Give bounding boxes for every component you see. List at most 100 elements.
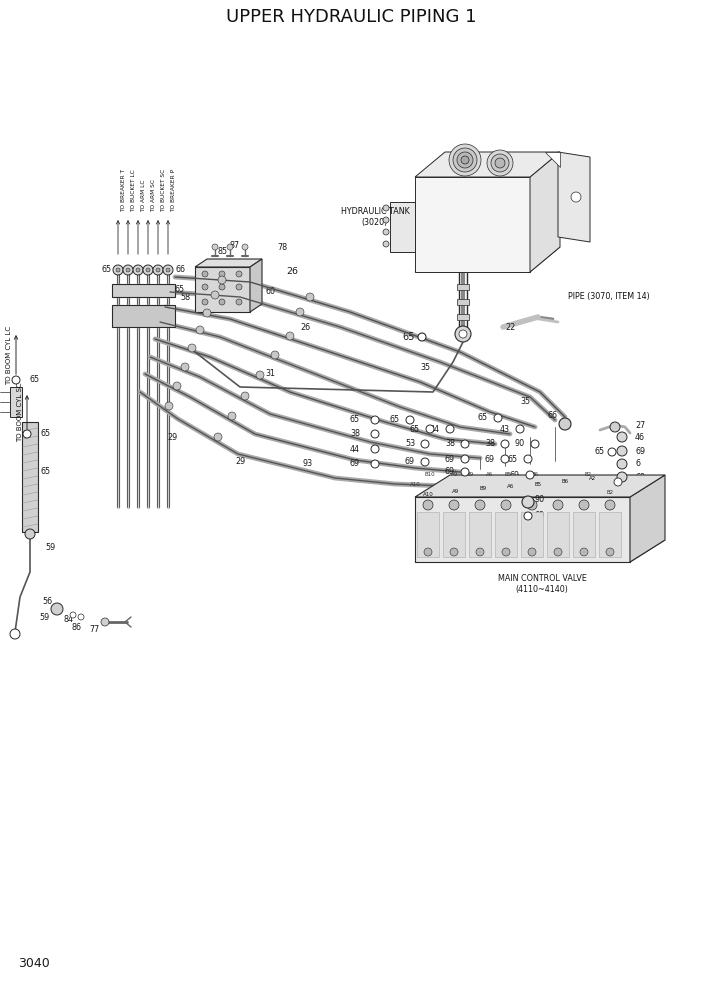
Text: 38: 38 <box>350 430 360 438</box>
Circle shape <box>78 614 84 620</box>
Text: TO BOOM CYL SC: TO BOOM CYL SC <box>17 382 23 441</box>
Circle shape <box>70 612 76 618</box>
Circle shape <box>527 500 537 510</box>
Text: 77: 77 <box>90 625 100 634</box>
Text: PIPE (3070, ITEM 14): PIPE (3070, ITEM 14) <box>568 293 650 302</box>
Text: TO ARM LC: TO ARM LC <box>141 180 146 212</box>
Circle shape <box>421 458 429 466</box>
Circle shape <box>25 529 35 539</box>
Polygon shape <box>415 540 665 562</box>
Circle shape <box>461 440 469 448</box>
Text: 69: 69 <box>510 470 520 479</box>
Text: 53: 53 <box>405 439 415 448</box>
Circle shape <box>610 422 620 432</box>
Text: TO BUCKET LC: TO BUCKET LC <box>131 170 136 212</box>
Text: 65: 65 <box>595 447 605 456</box>
Circle shape <box>228 412 236 420</box>
Text: 38: 38 <box>445 439 455 448</box>
Text: 78: 78 <box>277 242 287 252</box>
Circle shape <box>494 414 502 422</box>
Text: A10: A10 <box>410 481 420 486</box>
Text: A9: A9 <box>451 471 458 476</box>
Text: 69: 69 <box>485 454 495 463</box>
Bar <box>457 314 469 320</box>
Circle shape <box>202 284 208 290</box>
Text: 69: 69 <box>635 472 645 481</box>
Text: 93: 93 <box>303 459 313 468</box>
Circle shape <box>617 432 627 442</box>
Circle shape <box>165 402 173 410</box>
Polygon shape <box>195 259 262 267</box>
Text: 69: 69 <box>535 511 545 520</box>
Text: 65: 65 <box>410 425 420 434</box>
Text: UPPER HYDRAULIC PIPING 1: UPPER HYDRAULIC PIPING 1 <box>226 8 476 26</box>
Circle shape <box>143 265 153 275</box>
Bar <box>112 305 175 327</box>
Circle shape <box>116 268 120 272</box>
Circle shape <box>446 425 454 433</box>
Circle shape <box>579 500 589 510</box>
Text: 58: 58 <box>180 293 190 302</box>
Text: 66: 66 <box>548 412 558 421</box>
Text: 66: 66 <box>175 266 185 275</box>
Circle shape <box>476 548 484 556</box>
Text: 43: 43 <box>500 425 510 434</box>
Circle shape <box>383 205 389 211</box>
Text: A10: A10 <box>423 491 433 497</box>
Circle shape <box>271 351 279 359</box>
Circle shape <box>554 548 562 556</box>
Text: 31: 31 <box>265 369 275 379</box>
Circle shape <box>133 265 143 275</box>
Polygon shape <box>558 152 590 242</box>
Text: MAIN CONTROL VALVE
(4110~4140): MAIN CONTROL VALVE (4110~4140) <box>498 574 586 593</box>
Circle shape <box>101 618 109 626</box>
Text: 56: 56 <box>42 597 52 606</box>
Circle shape <box>113 265 123 275</box>
Bar <box>469 512 491 557</box>
Text: 46: 46 <box>635 433 645 441</box>
Circle shape <box>146 268 150 272</box>
Circle shape <box>453 148 477 172</box>
Polygon shape <box>415 247 560 272</box>
Circle shape <box>227 244 233 250</box>
Text: B2: B2 <box>617 474 624 479</box>
Circle shape <box>153 265 163 275</box>
Circle shape <box>188 344 196 352</box>
Bar <box>495 512 517 557</box>
Text: A6: A6 <box>486 471 494 476</box>
Circle shape <box>528 548 536 556</box>
Polygon shape <box>250 259 262 312</box>
Circle shape <box>421 440 429 448</box>
Circle shape <box>461 455 469 463</box>
Bar <box>112 284 175 297</box>
Circle shape <box>212 244 218 250</box>
Circle shape <box>371 416 379 424</box>
Text: B9: B9 <box>479 486 486 491</box>
Circle shape <box>163 265 173 275</box>
Bar <box>573 512 595 557</box>
Text: B10: B10 <box>425 471 435 476</box>
Polygon shape <box>630 475 665 562</box>
Circle shape <box>166 268 170 272</box>
Circle shape <box>553 500 563 510</box>
Circle shape <box>241 392 249 400</box>
Circle shape <box>123 265 133 275</box>
Text: B5: B5 <box>534 481 541 486</box>
Circle shape <box>218 276 226 284</box>
Circle shape <box>173 382 181 390</box>
Text: A6: A6 <box>507 484 514 489</box>
Text: 44: 44 <box>430 425 440 434</box>
Text: 26: 26 <box>300 322 310 331</box>
Polygon shape <box>545 152 560 167</box>
Circle shape <box>10 629 20 639</box>
Polygon shape <box>415 152 560 177</box>
Text: 84: 84 <box>64 615 74 625</box>
Text: TO BREAKER P: TO BREAKER P <box>171 169 176 212</box>
Bar <box>22 422 38 532</box>
Text: 29: 29 <box>235 457 245 466</box>
Circle shape <box>371 445 379 453</box>
Circle shape <box>296 308 304 316</box>
Text: B5: B5 <box>505 471 512 476</box>
Circle shape <box>449 500 459 510</box>
Text: 65: 65 <box>478 414 488 423</box>
